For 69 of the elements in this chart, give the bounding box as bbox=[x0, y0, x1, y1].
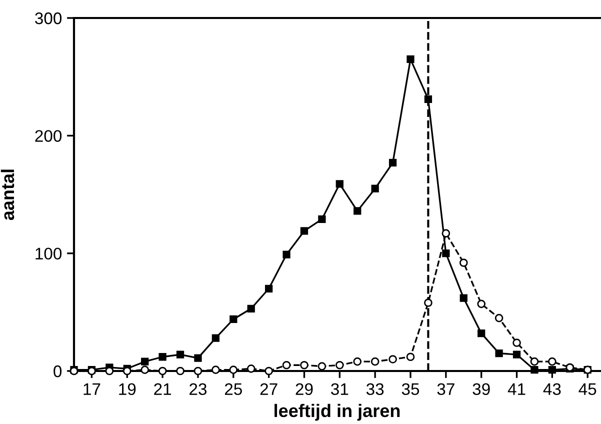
point bbox=[194, 354, 202, 362]
point bbox=[388, 355, 397, 364]
point bbox=[370, 357, 380, 366]
point bbox=[512, 350, 521, 358]
point bbox=[212, 334, 220, 342]
point bbox=[318, 362, 326, 370]
point bbox=[300, 360, 308, 370]
point bbox=[371, 184, 379, 192]
x-tick-label: 21 bbox=[154, 383, 172, 395]
point bbox=[247, 304, 255, 312]
point bbox=[406, 352, 415, 362]
y-tick-label: 200 bbox=[35, 130, 62, 142]
y-tick-label: 100 bbox=[36, 248, 62, 260]
x-tick-label: 43 bbox=[543, 383, 561, 396]
x-tick-label: 19 bbox=[119, 383, 136, 396]
point bbox=[424, 95, 432, 104]
point bbox=[530, 357, 539, 366]
x-tick-label: 33 bbox=[366, 383, 384, 396]
x-tick-label: 25 bbox=[224, 383, 242, 396]
x-tick-label: 37 bbox=[437, 383, 454, 396]
x-tick-label: 31 bbox=[331, 383, 348, 396]
x-tick-label: 29 bbox=[296, 383, 313, 396]
x-tick-label: 35 bbox=[402, 383, 420, 396]
point bbox=[494, 314, 504, 322]
point bbox=[335, 360, 344, 370]
point bbox=[478, 330, 486, 338]
point bbox=[406, 55, 414, 64]
point bbox=[300, 227, 308, 235]
point bbox=[282, 360, 291, 370]
point bbox=[282, 250, 290, 258]
x-tick-label: 17 bbox=[84, 383, 100, 395]
point bbox=[530, 366, 538, 374]
point bbox=[336, 180, 344, 188]
x-axis-title: leeftijd in jaren bbox=[274, 404, 400, 421]
point bbox=[548, 357, 556, 366]
x-tick-label: 41 bbox=[508, 383, 526, 395]
point bbox=[495, 350, 503, 358]
point bbox=[442, 250, 450, 258]
point bbox=[194, 366, 202, 376]
x-tick-label: 23 bbox=[190, 383, 207, 396]
y-tick-label: 300 bbox=[35, 12, 62, 24]
point bbox=[512, 338, 521, 347]
point bbox=[141, 358, 149, 366]
point bbox=[388, 158, 397, 167]
point bbox=[318, 215, 326, 224]
point bbox=[264, 366, 273, 376]
point bbox=[140, 366, 150, 374]
y-tick-label: 0 bbox=[54, 365, 62, 378]
point bbox=[354, 207, 362, 215]
point bbox=[212, 366, 220, 374]
point bbox=[246, 364, 256, 373]
point bbox=[353, 357, 362, 366]
point bbox=[424, 298, 432, 307]
point bbox=[158, 353, 166, 361]
point bbox=[460, 294, 468, 302]
point bbox=[459, 258, 468, 267]
point bbox=[548, 366, 556, 374]
point bbox=[230, 315, 238, 324]
point bbox=[158, 366, 167, 376]
point bbox=[477, 300, 486, 308]
point bbox=[264, 284, 273, 292]
point bbox=[176, 350, 184, 358]
y-axis-title: aantal bbox=[0, 170, 14, 220]
point bbox=[442, 229, 450, 238]
point bbox=[176, 366, 184, 376]
x-tick-label: 27 bbox=[260, 383, 278, 395]
x-tick-label: 45 bbox=[578, 383, 596, 396]
x-tick-label: 39 bbox=[472, 383, 490, 396]
point bbox=[229, 366, 238, 374]
